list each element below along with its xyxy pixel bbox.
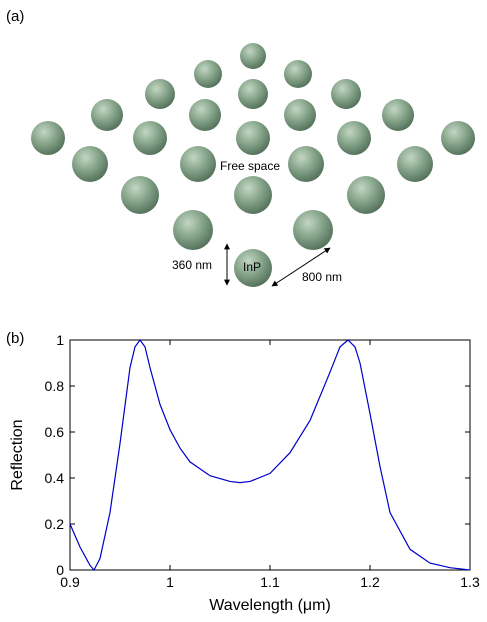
lattice-sphere: [194, 60, 222, 88]
panel-a-label: (a): [6, 8, 25, 25]
period-arrow: [271, 247, 331, 287]
lattice-sphere: [173, 210, 213, 250]
lattice-sphere: [288, 146, 324, 182]
lattice-sphere: [145, 79, 175, 109]
y-tick-label: 0: [56, 562, 64, 578]
reflection-chart: 0 0.2 0.4 0.6 0.8 1 0.9 1 1.1 1.2 1.3 Wavelength …: [9, 332, 480, 614]
lattice-sphere: [121, 176, 159, 214]
lattice-sphere: [284, 60, 312, 88]
y-tick-label: 0.4: [45, 470, 65, 486]
y-tick-label: 0.8: [45, 378, 65, 394]
lattice-sphere: [72, 146, 108, 182]
lattice-sphere: [238, 79, 268, 109]
free-space-label: Free space: [220, 159, 280, 173]
reflection-series-line: [69, 338, 471, 572]
lattice-sphere: [347, 176, 385, 214]
panel-b-label: (b): [6, 330, 25, 347]
lattice-sphere: [397, 146, 433, 182]
lattice-sphere: [133, 121, 167, 155]
material-label: InP: [243, 260, 261, 274]
y-tick-label: 0.2: [45, 516, 65, 532]
lattice-sphere: [293, 210, 333, 250]
x-axis-label: Wavelength (μm): [209, 597, 331, 614]
plot-frame: [69, 339, 471, 571]
lattice-sphere: [240, 43, 266, 69]
lattice-sphere: [234, 176, 272, 214]
y-tick-label: 0.6: [45, 424, 65, 440]
lattice-sphere: [31, 121, 65, 155]
y-axis-label: Reflection: [9, 419, 26, 490]
lattice-sphere: [91, 99, 123, 131]
lattice-sphere: [180, 146, 216, 182]
x-tick-label: 1.3: [460, 574, 480, 590]
period-label: 800 nm: [302, 270, 342, 284]
x-tick-label: 1.1: [260, 574, 280, 590]
lattice-sphere: [382, 99, 414, 131]
lattice-sphere: [441, 121, 475, 155]
x-tick-label: 0.9: [60, 574, 80, 590]
x-tick-label: 1: [166, 574, 174, 590]
y-tick-label: 1: [56, 332, 64, 348]
x-tick-label: 1.2: [360, 574, 380, 590]
lattice-sphere: [337, 121, 371, 155]
lattice-sphere: [236, 121, 270, 155]
sphere-lattice-diagram: Free space InP 360 nm 800 nm: [31, 43, 475, 287]
lattice-sphere: [189, 99, 221, 131]
diameter-label: 360 nm: [172, 258, 212, 272]
inp-sphere: [234, 249, 272, 287]
lattice-sphere: [284, 99, 316, 131]
lattice-sphere: [331, 79, 361, 109]
